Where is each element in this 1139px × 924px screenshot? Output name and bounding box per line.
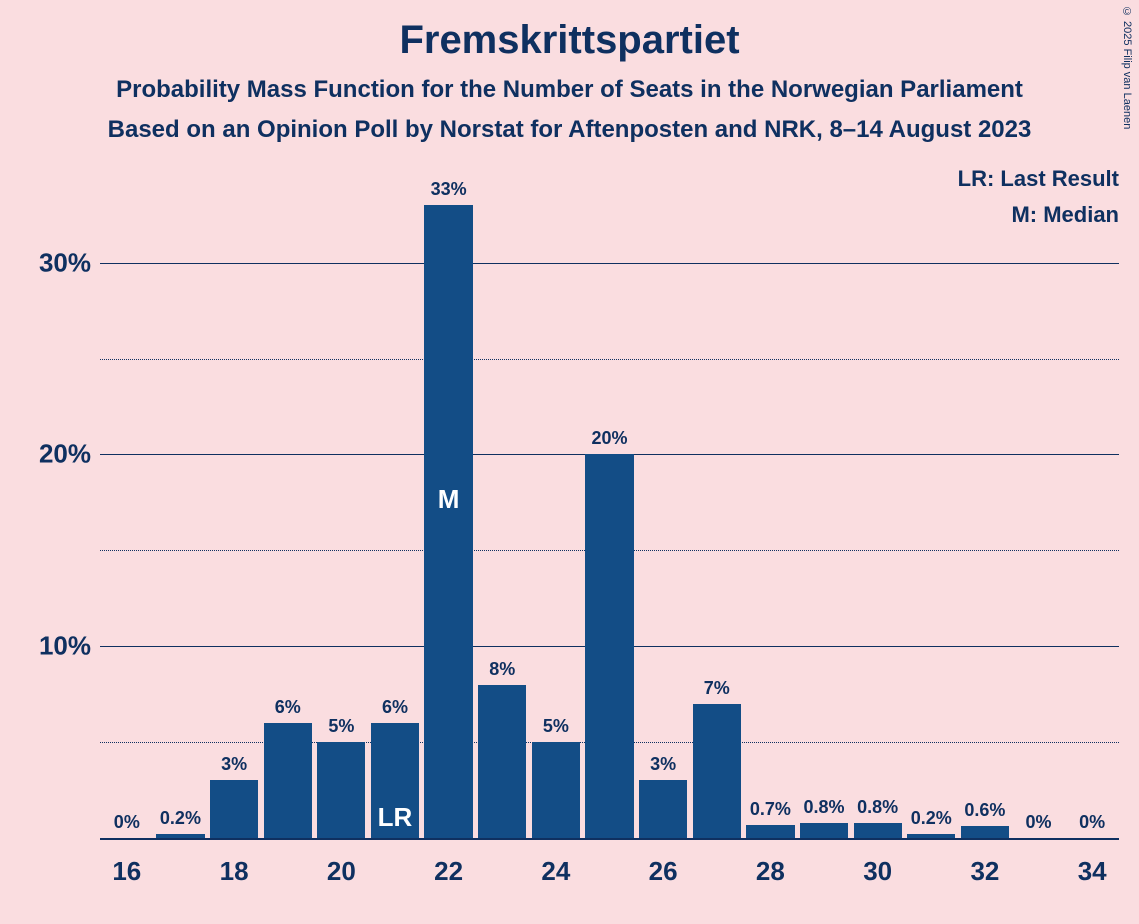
plot-area <box>100 186 1119 838</box>
bar <box>317 742 365 838</box>
bar <box>478 685 526 838</box>
bar-value-label: 7% <box>704 678 730 699</box>
x-axis-line <box>100 838 1119 840</box>
bar <box>585 454 633 838</box>
x-axis-label: 24 <box>541 856 570 887</box>
x-axis-label: 16 <box>112 856 141 887</box>
y-axis-label: 10% <box>39 631 91 662</box>
bar-annotation: M <box>438 484 460 515</box>
bar-value-label: 0.2% <box>160 808 201 829</box>
bar <box>961 826 1009 838</box>
bar-value-label: 0.6% <box>964 800 1005 821</box>
bar <box>907 834 955 838</box>
bar <box>800 823 848 838</box>
x-axis-label: 22 <box>434 856 463 887</box>
bar <box>532 742 580 838</box>
bar-value-label: 0.2% <box>911 808 952 829</box>
x-axis-label: 26 <box>649 856 678 887</box>
chart-subtitle-2: Based on an Opinion Poll by Norstat for … <box>0 116 1139 144</box>
bar-value-label: 5% <box>543 716 569 737</box>
bar <box>746 825 794 838</box>
y-axis-label: 20% <box>39 439 91 470</box>
x-axis-label: 32 <box>970 856 999 887</box>
bar-value-label: 5% <box>328 716 354 737</box>
bar-annotation: LR <box>378 802 413 833</box>
bar-value-label: 0.7% <box>750 799 791 820</box>
chart-subtitle-1: Probability Mass Function for the Number… <box>0 76 1139 104</box>
gridline-major <box>100 263 1119 264</box>
bar <box>639 780 687 838</box>
x-axis-label: 30 <box>863 856 892 887</box>
bar-value-label: 0% <box>1079 812 1105 833</box>
bar <box>264 723 312 838</box>
bar <box>693 704 741 838</box>
chart-container: Fremskrittspartiet Probability Mass Func… <box>0 0 1139 924</box>
bar <box>156 834 204 838</box>
x-axis-label: 18 <box>220 856 249 887</box>
bar <box>854 823 902 838</box>
bar <box>424 205 472 838</box>
bar-value-label: 20% <box>591 428 627 449</box>
bar-value-label: 3% <box>650 754 676 775</box>
bar-value-label: 8% <box>489 659 515 680</box>
gridline-minor <box>100 359 1119 360</box>
bar-value-label: 3% <box>221 754 247 775</box>
x-axis-label: 20 <box>327 856 356 887</box>
bar-value-label: 6% <box>382 697 408 718</box>
bar-value-label: 0% <box>114 812 140 833</box>
bar-value-label: 33% <box>431 179 467 200</box>
y-axis-label: 30% <box>39 247 91 278</box>
x-axis-label: 34 <box>1078 856 1107 887</box>
bar-value-label: 0.8% <box>804 797 845 818</box>
copyright-text: © 2025 Filip van Laenen <box>1121 6 1133 129</box>
x-axis-label: 28 <box>756 856 785 887</box>
chart-title: Fremskrittspartiet <box>0 18 1139 63</box>
bar-value-label: 0.8% <box>857 797 898 818</box>
bar-value-label: 6% <box>275 697 301 718</box>
bar <box>210 780 258 838</box>
bar-value-label: 0% <box>1026 812 1052 833</box>
